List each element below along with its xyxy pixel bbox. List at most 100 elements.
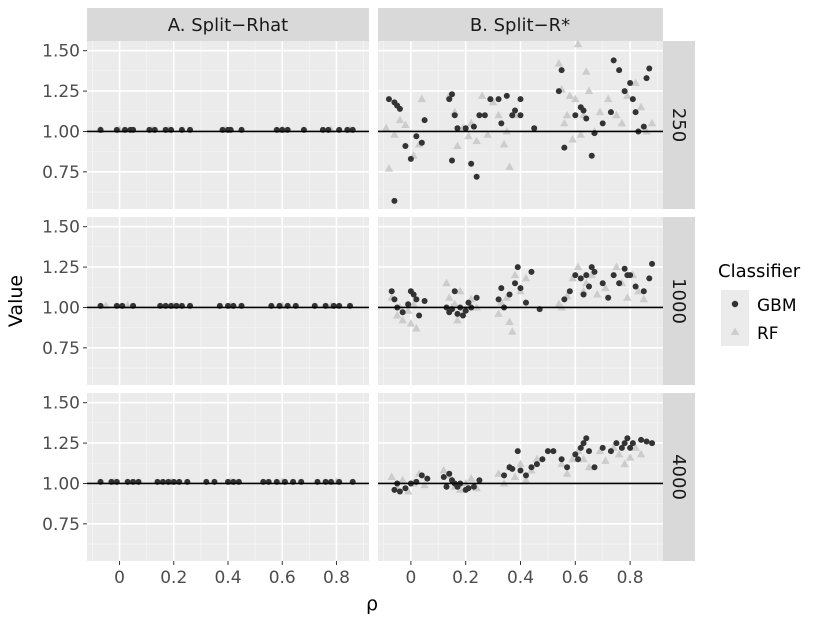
row-strip-1000: 1000 <box>663 217 695 385</box>
rf-point <box>439 466 448 474</box>
gbm-point <box>418 139 425 146</box>
gbm-point <box>454 125 461 132</box>
gbm-point <box>550 448 557 455</box>
gbm-point <box>522 472 529 479</box>
gbm-point <box>616 67 623 74</box>
rf-point <box>488 97 498 106</box>
rf-point <box>453 315 462 324</box>
gbm-point <box>416 312 423 319</box>
strip-background <box>378 8 663 41</box>
rf-point <box>417 94 427 103</box>
rf-point <box>387 472 396 480</box>
y-tick-label: 1.50 <box>42 42 80 62</box>
panels <box>87 39 663 561</box>
legend: Classifier GBM RF <box>718 261 801 346</box>
rf-point <box>445 293 454 301</box>
gbm-point <box>621 440 628 447</box>
rf-point <box>508 327 517 335</box>
gbm-point <box>528 464 535 471</box>
gbm-point <box>446 470 453 477</box>
rf-point <box>420 480 429 489</box>
gbm-point <box>517 96 524 103</box>
rf-point <box>636 102 646 111</box>
rf-point <box>568 454 577 463</box>
gbm-point <box>512 107 519 114</box>
gbm-point <box>627 444 634 451</box>
gbm-point <box>580 107 587 114</box>
strip-background <box>87 8 369 41</box>
gbm-point <box>605 294 612 301</box>
gbm-point <box>629 96 636 103</box>
legend-key-rf <box>730 327 740 335</box>
rf-point <box>639 294 649 303</box>
x-tick-label: 0.2 <box>452 568 479 588</box>
rf-point <box>568 273 577 282</box>
rf-point <box>634 286 643 295</box>
rf-point <box>403 306 413 314</box>
gbm-point <box>473 173 480 180</box>
gbm-point <box>473 294 480 301</box>
y-axis-title: Value <box>5 275 27 327</box>
rf-point <box>593 290 602 298</box>
x-tick-label: 0.2 <box>160 568 187 588</box>
rf-point <box>603 94 613 103</box>
gbm-point <box>572 451 579 458</box>
rf-point <box>505 162 514 170</box>
gbm-point <box>495 96 502 103</box>
rf-point <box>499 139 509 148</box>
strip-label: 4000 <box>668 454 689 500</box>
gbm-point <box>624 435 631 442</box>
gbm-point <box>495 296 502 303</box>
gbm-point <box>564 464 571 471</box>
rf-point <box>560 118 569 127</box>
gbm-point <box>649 440 656 447</box>
gbm-point <box>465 485 472 492</box>
gbm-point <box>468 160 475 167</box>
rf-point <box>494 469 503 477</box>
gbm-point <box>443 483 450 490</box>
gbm-point <box>506 291 513 298</box>
gbm-point <box>413 133 420 140</box>
legend-label-rf: RF <box>757 324 779 344</box>
gbm-point <box>448 157 455 164</box>
gbm-point <box>465 299 472 306</box>
gbm-point <box>566 288 573 295</box>
gbm-point <box>613 440 620 447</box>
panel <box>87 393 369 561</box>
rf-point <box>614 449 624 458</box>
rf-point <box>401 120 410 128</box>
gbm-point <box>514 264 521 271</box>
legend-title: Classifier <box>718 261 801 282</box>
rf-point <box>571 94 580 103</box>
rf-point <box>521 273 531 282</box>
rf-point <box>617 118 627 127</box>
y-tick-label: 1.25 <box>42 258 80 278</box>
rf-point <box>595 446 605 455</box>
gbm-point <box>509 465 516 472</box>
rf-point <box>510 270 520 279</box>
gbm-point <box>629 440 636 447</box>
rf-point <box>573 262 583 271</box>
rf-point <box>384 164 394 172</box>
y-tick-labels: 0.75 1.00 1.25 1.50 0.75 1.00 1.25 1.50 0.75 1.00… <box>42 42 87 535</box>
strip-label: 1000 <box>668 278 689 324</box>
rf-point <box>472 136 481 145</box>
gbm-point <box>498 120 505 127</box>
rf-point <box>450 299 459 308</box>
gbm-point <box>618 444 625 451</box>
gbm-point <box>649 260 656 267</box>
legend-label-gbm: GBM <box>757 296 797 316</box>
gbm-point <box>503 92 510 99</box>
gbm-point <box>627 80 634 86</box>
strip-label: B. Split−R* <box>470 15 570 36</box>
gbm-point <box>580 440 587 447</box>
gbm-point <box>544 448 551 455</box>
gbm-point <box>643 75 650 82</box>
gbm-point <box>610 272 617 279</box>
y-tick-label: 1.25 <box>42 82 80 102</box>
gbm-point <box>385 96 392 103</box>
gbm-point <box>405 301 412 308</box>
rf-point <box>483 130 492 138</box>
x-tick-label: 0 <box>114 568 125 588</box>
